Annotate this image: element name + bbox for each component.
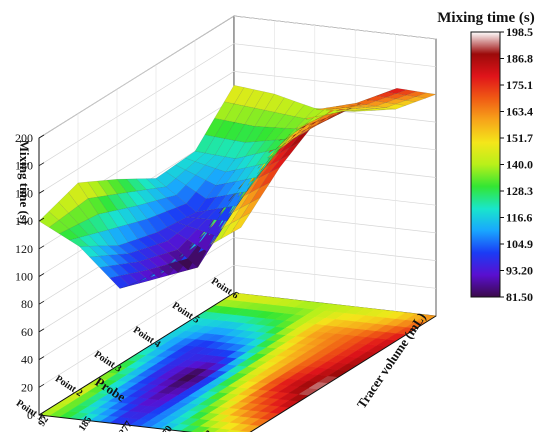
volume-tick-label: 370 [158, 424, 176, 432]
colorbar-tick-label: 81.50 [506, 290, 533, 304]
z-tick-label: 80 [21, 297, 33, 311]
colorbar-tick-label: 151.7 [506, 131, 533, 145]
colorbar-tick-label: 198.5 [506, 25, 533, 39]
surface-mesh [38, 85, 437, 289]
colorbar-title: Mixing time (s) [437, 10, 534, 26]
colorbar: 198.5 186.8 175.1 163.4 151.7 140.0 128.3 116.6… [470, 25, 533, 304]
colorbar-tick-label: 186.8 [506, 52, 533, 66]
colorbar-tick-label: 104.9 [506, 237, 533, 251]
z-tick-mark [38, 273, 45, 277]
grid-line [38, 43, 437, 166]
z-tick-mark [38, 217, 45, 222]
colorbar-tick-label: 93.20 [506, 264, 533, 278]
z-tick-mark [38, 300, 45, 305]
z-tick-label: 60 [21, 325, 33, 339]
surface-cell [416, 92, 437, 99]
probe-axis-line [38, 292, 235, 416]
grid-line [38, 237, 437, 360]
z-tick-label: 160 [15, 186, 33, 200]
z-tick-label: 180 [15, 159, 33, 173]
z-tick-mark [38, 356, 45, 360]
colorbar-tick-label: 175.1 [506, 78, 533, 92]
z-tick-mark [38, 162, 45, 167]
z-axis-label: Mixing time (s) [17, 140, 32, 224]
z-tick-label: 0 [27, 408, 33, 422]
z-tick-mark [38, 245, 45, 250]
grid-line [38, 15, 437, 139]
z-tick-label: 200 [15, 131, 33, 145]
z-tick-label: 120 [15, 242, 33, 256]
volume-tick-label: 463 [198, 428, 216, 432]
colorbar-tick-label: 140.0 [506, 158, 533, 172]
z-tick-label: 20 [21, 380, 33, 394]
colorbar-tick-label: 116.6 [506, 211, 532, 225]
z-tick-label: 40 [21, 353, 33, 367]
z-tick-label: 100 [15, 270, 33, 284]
colorbar-bar [470, 31, 501, 298]
grid-line [38, 71, 437, 194]
z-tick-mark [38, 328, 45, 333]
z-tick-label: 140 [15, 214, 33, 228]
grid-line [38, 264, 437, 388]
floor-front-edge [38, 315, 437, 432]
colorbar-tick-label: 163.4 [506, 105, 533, 119]
z-tick-mark [38, 190, 45, 194]
z-tick-mark [38, 383, 45, 388]
floor-contour [38, 292, 437, 432]
colorbar-tick-label: 128.3 [506, 184, 533, 198]
z-tick-mark [38, 134, 45, 139]
